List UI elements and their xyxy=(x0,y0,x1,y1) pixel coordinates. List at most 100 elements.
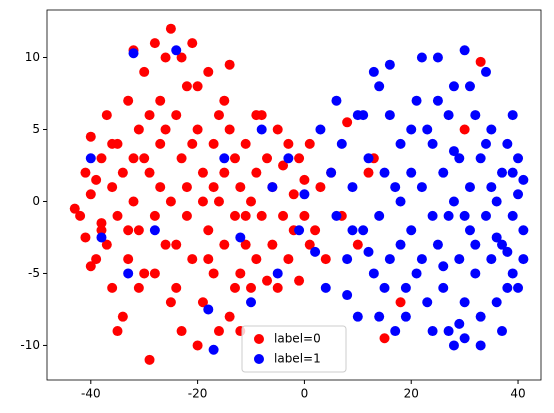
point xyxy=(448,146,459,157)
point xyxy=(320,254,331,265)
point xyxy=(176,52,187,63)
point xyxy=(224,59,235,70)
point xyxy=(128,196,139,207)
point xyxy=(448,340,459,351)
point xyxy=(454,318,465,329)
point xyxy=(432,239,443,250)
point xyxy=(203,66,214,77)
point xyxy=(176,326,187,337)
point xyxy=(144,167,155,178)
point xyxy=(422,297,433,308)
point xyxy=(160,239,171,250)
point xyxy=(246,297,257,308)
point xyxy=(395,196,406,207)
point xyxy=(395,138,406,149)
point xyxy=(229,210,240,221)
point xyxy=(491,232,502,243)
point xyxy=(310,225,321,236)
point xyxy=(197,196,208,207)
point xyxy=(400,311,411,322)
point xyxy=(443,210,454,221)
point xyxy=(288,189,299,200)
point xyxy=(432,52,443,63)
point xyxy=(208,138,219,149)
point xyxy=(518,225,529,236)
point xyxy=(342,117,353,128)
point xyxy=(379,167,390,178)
point xyxy=(219,153,230,164)
point xyxy=(513,189,524,200)
point xyxy=(139,153,150,164)
point xyxy=(416,254,427,265)
point xyxy=(480,210,491,221)
x-tick-label: 0 xyxy=(301,387,309,401)
point xyxy=(246,282,257,293)
point xyxy=(187,138,198,149)
point xyxy=(507,268,518,279)
point xyxy=(101,110,112,121)
point xyxy=(197,297,208,308)
point xyxy=(470,110,481,121)
point xyxy=(464,225,475,236)
point xyxy=(299,189,310,200)
point xyxy=(165,23,176,34)
point xyxy=(507,110,518,121)
point xyxy=(379,333,390,344)
point xyxy=(454,254,465,265)
point xyxy=(267,239,278,250)
point xyxy=(352,311,363,322)
point xyxy=(192,81,203,92)
y-tick-label: 5 xyxy=(32,122,40,136)
point xyxy=(91,174,102,185)
point xyxy=(416,182,427,193)
point xyxy=(352,239,363,250)
point xyxy=(112,326,123,337)
point xyxy=(384,110,395,121)
point xyxy=(374,311,385,322)
point xyxy=(107,182,118,193)
point xyxy=(454,153,465,164)
point xyxy=(133,282,144,293)
point xyxy=(422,124,433,135)
point xyxy=(246,196,257,207)
point xyxy=(85,189,96,200)
point xyxy=(390,182,401,193)
point xyxy=(336,138,347,149)
x-tick-label: -40 xyxy=(81,387,101,401)
point xyxy=(470,239,481,250)
point xyxy=(203,254,214,265)
point xyxy=(123,268,134,279)
point xyxy=(384,59,395,70)
point xyxy=(128,48,139,59)
point xyxy=(448,196,459,207)
point xyxy=(155,95,166,106)
point xyxy=(507,167,518,178)
point xyxy=(475,340,486,351)
point xyxy=(406,225,417,236)
point xyxy=(406,167,417,178)
point xyxy=(304,239,315,250)
point xyxy=(294,153,305,164)
point xyxy=(251,254,262,265)
point xyxy=(278,160,289,171)
point xyxy=(187,254,198,265)
point xyxy=(480,66,491,77)
legend xyxy=(241,325,347,373)
point xyxy=(347,182,358,193)
point xyxy=(432,95,443,106)
point xyxy=(267,182,278,193)
point xyxy=(85,131,96,142)
point xyxy=(101,239,112,250)
point xyxy=(229,282,240,293)
point xyxy=(491,196,502,207)
point xyxy=(208,268,219,279)
point xyxy=(219,239,230,250)
point xyxy=(262,153,273,164)
point xyxy=(197,167,208,178)
point xyxy=(283,254,294,265)
point xyxy=(155,138,166,149)
point xyxy=(181,210,192,221)
point xyxy=(513,153,524,164)
point xyxy=(203,225,214,236)
point xyxy=(486,182,497,193)
